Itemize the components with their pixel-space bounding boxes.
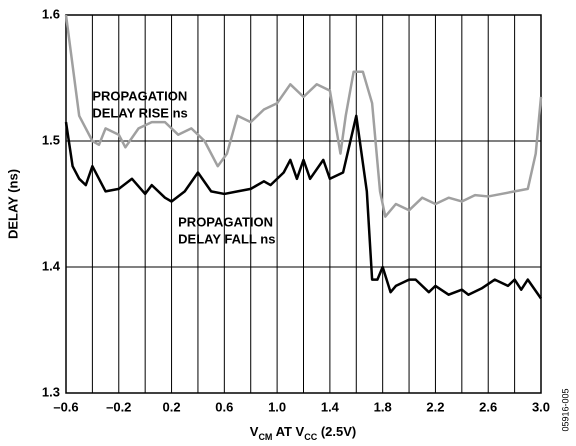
figure-id: 05916-005 <box>560 388 570 431</box>
y-axis-label: DELAY (ns) <box>5 169 20 239</box>
annotation: DELAY RISE ns <box>92 105 187 120</box>
x-tick-label: 0.2 <box>163 399 181 414</box>
annotation: DELAY FALL ns <box>178 231 275 246</box>
x-tick-label: 0.6 <box>215 399 233 414</box>
y-tick-label: 1.3 <box>42 384 60 399</box>
x-tick-label: 1.4 <box>321 399 340 414</box>
x-axis-label-part: V <box>250 424 259 439</box>
y-tick-label: 1.6 <box>42 6 60 21</box>
series-line <box>64 14 543 218</box>
annotation: PROPAGATION <box>178 214 273 229</box>
x-axis-label-part: CM <box>258 432 272 442</box>
y-tick-label: 1.5 <box>42 132 60 147</box>
x-tick-label: 3.0 <box>532 399 550 414</box>
annotation: PROPAGATION <box>92 88 187 103</box>
series-line <box>64 114 543 300</box>
x-tick-label: 1.8 <box>374 399 392 414</box>
x-axis-label-part: AT V <box>272 424 304 439</box>
x-tick-label: –0.2 <box>106 399 131 414</box>
x-axis-label: VCM AT VCC (2.5V) <box>250 424 356 442</box>
y-tick-label: 1.4 <box>42 258 61 273</box>
plot-frame <box>65 14 542 394</box>
x-tick-label: 2.2 <box>426 399 444 414</box>
x-tick-label: –0.6 <box>53 399 78 414</box>
x-axis-label-part: CC <box>304 432 317 442</box>
x-axis-label-part: (2.5V) <box>317 424 356 439</box>
x-tick-label: 2.6 <box>479 399 497 414</box>
x-tick-label: 1.0 <box>268 399 286 414</box>
